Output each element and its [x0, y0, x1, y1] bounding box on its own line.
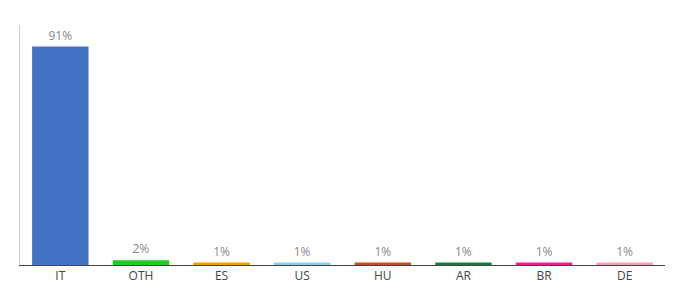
svg-text:AR: AR — [456, 267, 472, 284]
svg-text:ES: ES — [215, 267, 228, 284]
svg-text:US: US — [295, 267, 310, 284]
svg-text:1%: 1% — [616, 243, 633, 260]
svg-text:1%: 1% — [536, 243, 553, 260]
svg-text:IT: IT — [55, 267, 65, 284]
svg-text:OTH: OTH — [129, 267, 154, 284]
svg-text:2%: 2% — [133, 240, 150, 257]
svg-text:HU: HU — [374, 267, 392, 284]
svg-text:1%: 1% — [213, 243, 230, 260]
svg-text:91%: 91% — [48, 27, 72, 44]
svg-text:BR: BR — [536, 267, 552, 284]
svg-text:1%: 1% — [294, 243, 311, 260]
svg-text:1%: 1% — [455, 243, 472, 260]
svg-text:DE: DE — [617, 267, 632, 284]
svg-text:1%: 1% — [374, 243, 391, 260]
